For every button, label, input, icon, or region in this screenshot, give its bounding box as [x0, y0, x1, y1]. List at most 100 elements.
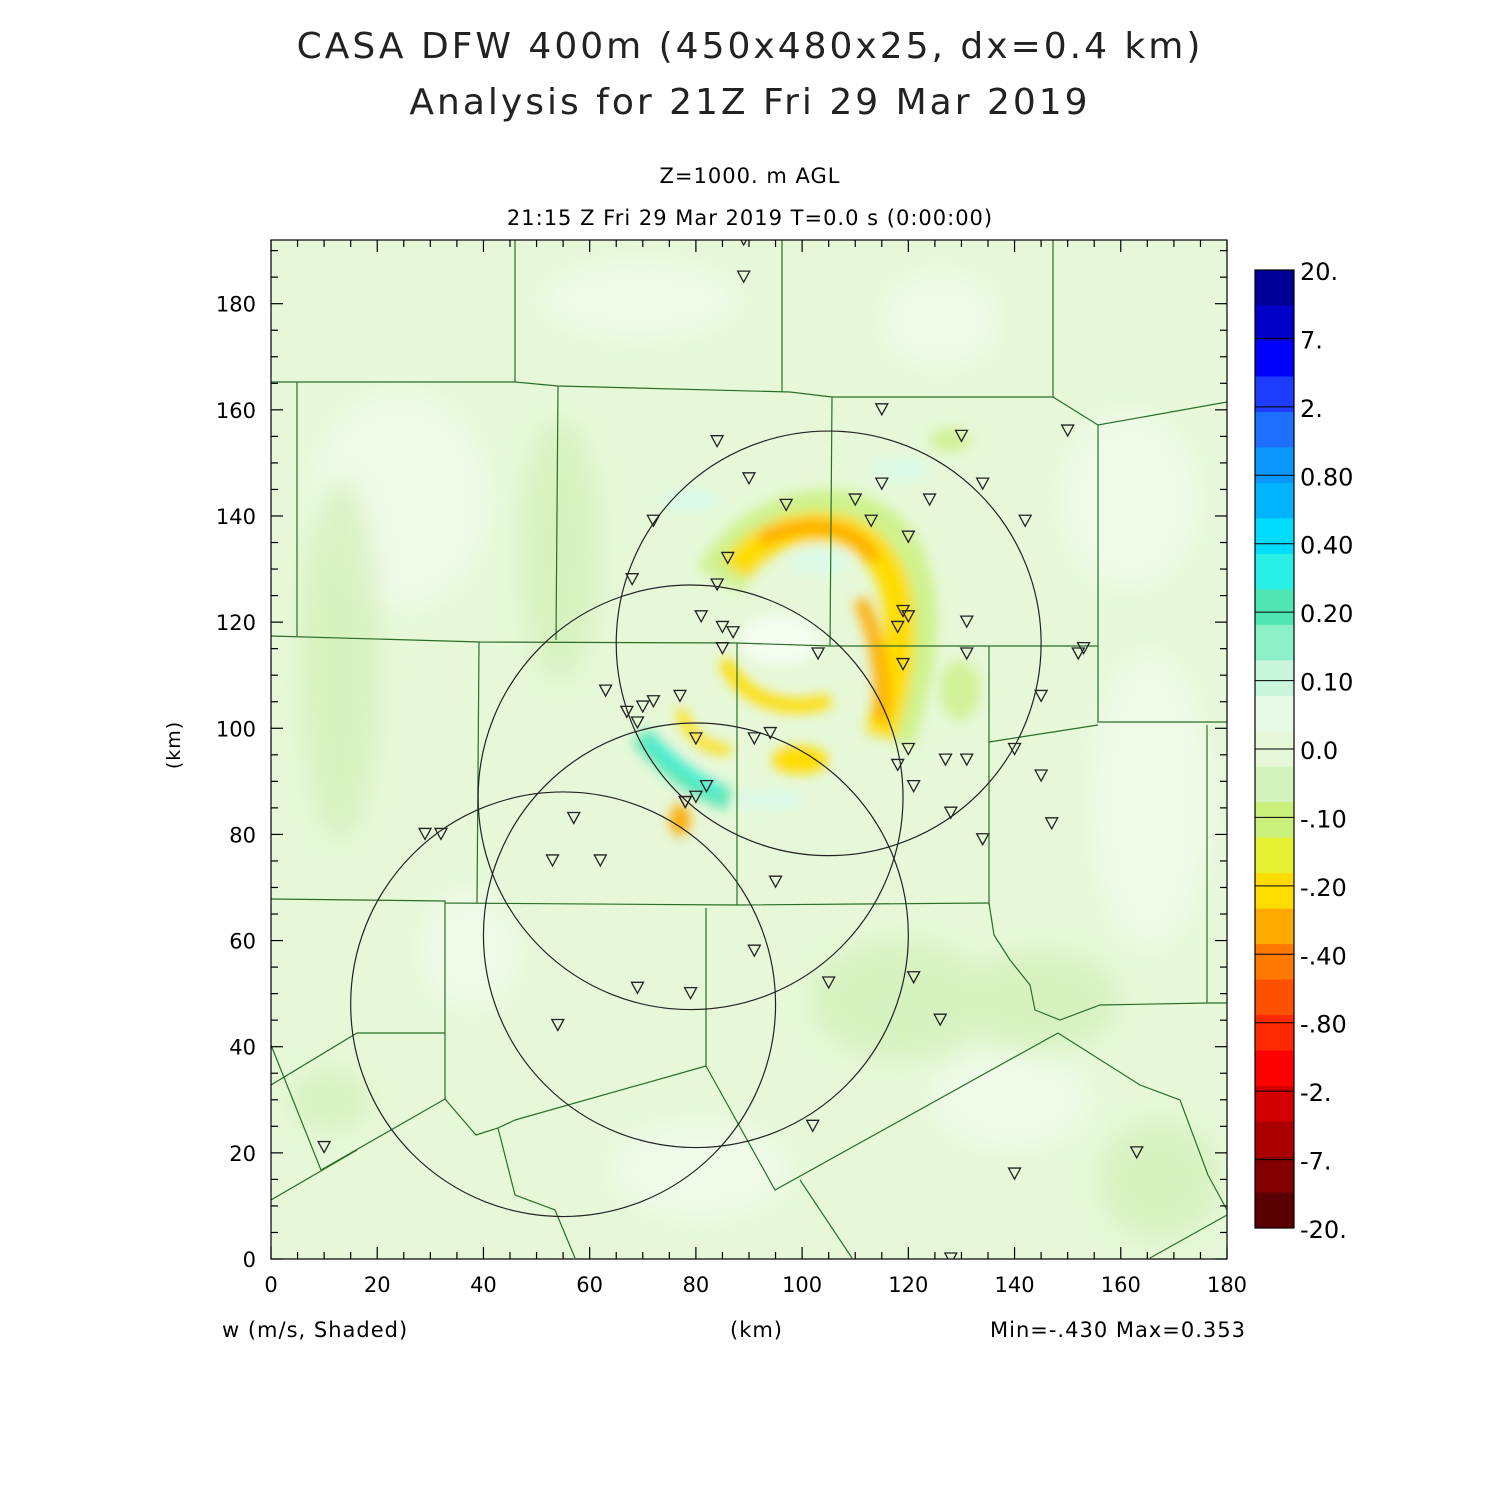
station-marker — [646, 514, 661, 528]
colorbar-swatch — [1255, 660, 1294, 697]
station-marker — [710, 578, 725, 592]
station-markers — [317, 240, 1144, 1259]
station-marker — [906, 971, 921, 985]
x-axis-label: (km) — [730, 1318, 784, 1342]
colorbar-swatch — [1255, 270, 1294, 306]
station-marker — [688, 732, 703, 746]
colorbar-swatch — [1255, 695, 1294, 732]
station-marker — [959, 615, 974, 629]
x-tick-label: 100 — [782, 1273, 822, 1297]
y-tick-label: 0 — [243, 1248, 256, 1272]
y-tick-label: 20 — [229, 1142, 256, 1166]
y-tick-label: 140 — [216, 505, 256, 529]
station-marker — [779, 498, 794, 512]
y-tick-label: 80 — [229, 823, 256, 847]
level-label: Z=1000. m AGL — [659, 164, 841, 188]
station-marker — [433, 827, 449, 841]
colorbar-label: 0.40 — [1300, 532, 1353, 560]
station-marker — [1076, 642, 1091, 656]
colorbar-frame — [1254, 269, 1295, 1229]
station-marker — [678, 795, 693, 809]
colorbar-label: -.20 — [1300, 874, 1347, 902]
station-marker — [694, 610, 709, 624]
radar-ring-1 — [615, 430, 1042, 857]
colorbar-swatch — [1255, 944, 1294, 981]
x-tick-label: 60 — [576, 1273, 603, 1297]
station-marker — [890, 758, 905, 772]
x-tick-label: 40 — [470, 1273, 497, 1297]
station-marker — [625, 573, 640, 587]
x-tick-label: 80 — [683, 1273, 710, 1297]
colorbar-swatch — [1255, 624, 1294, 661]
plot-title-line1: CASA DFW 400m (450x480x25, dx=0.4 km) — [296, 26, 1204, 67]
colorbar-label: -.10 — [1300, 805, 1347, 833]
colorbar-label: -.40 — [1300, 942, 1347, 970]
station-marker — [874, 403, 889, 417]
x-tick-label: 0 — [264, 1273, 277, 1297]
colorbar-label: 2. — [1300, 395, 1323, 423]
axes: 0 20 40 60 80 100 120 140 160 180 0 20 40 60 80 100 120 1… — [216, 240, 1247, 1297]
station-marker — [1060, 424, 1075, 438]
station-marker — [959, 647, 974, 661]
y-tick-label: 100 — [216, 717, 256, 741]
station-marker — [715, 642, 730, 656]
station-marker — [1129, 1146, 1144, 1160]
radar-ring-4 — [350, 791, 777, 1218]
colorbar-label: 0.10 — [1300, 669, 1353, 697]
station-marker — [975, 477, 990, 491]
colorbar-swatch — [1255, 1015, 1294, 1052]
station-marker — [710, 435, 725, 449]
station-marker — [672, 689, 688, 703]
time-label: 21:15 Z Fri 29 Mar 2019 T=0.0 s (0:00:00… — [506, 206, 994, 230]
colorbar-swatch — [1255, 305, 1294, 342]
colorbar: 20. 7. 2. 0.80 0.40 0.20 0.10 0.0 -.10 -.20 -.40 -.… — [1254, 258, 1353, 1244]
station-marker — [938, 753, 953, 767]
shaded-field — [271, 240, 1227, 1259]
station-marker — [959, 753, 974, 767]
colorbar-swatch — [1255, 802, 1294, 839]
station-marker — [683, 986, 698, 1000]
field-label: w (m/s, Shaded) — [222, 1318, 409, 1342]
colorbar-swatch — [1255, 411, 1294, 448]
colorbar-label: 0.80 — [1300, 463, 1353, 491]
colorbar-swatch — [1255, 589, 1294, 626]
station-marker — [805, 1119, 820, 1133]
colorbar-swatch — [1255, 837, 1294, 874]
station-marker — [630, 981, 645, 995]
colorbar-label: 20. — [1300, 258, 1338, 286]
station-marker — [768, 875, 783, 889]
station-marker — [317, 1140, 332, 1154]
radar-ring-2 — [477, 584, 904, 1011]
colorbar-swatch — [1255, 1157, 1294, 1194]
colorbar-label: 0.0 — [1300, 737, 1338, 765]
station-marker — [725, 626, 741, 640]
station-marker — [1034, 689, 1049, 703]
colorbar-label: -2. — [1300, 1079, 1332, 1107]
station-marker — [736, 270, 751, 284]
colorbar-swatch — [1255, 340, 1294, 377]
station-marker — [864, 514, 879, 528]
colorbar-label: 7. — [1300, 326, 1323, 354]
x-tick-label: 160 — [1101, 1273, 1141, 1297]
station-marker — [1071, 647, 1086, 661]
colorbar-label: -20. — [1300, 1216, 1347, 1244]
station-marker — [901, 610, 916, 624]
station-marker — [1018, 514, 1033, 528]
colorbar-label: 0.20 — [1300, 600, 1353, 628]
station-marker — [890, 620, 905, 634]
colorbar-label: -.80 — [1300, 1011, 1347, 1039]
station-marker — [741, 472, 757, 486]
station-marker — [550, 1018, 565, 1032]
station-marker — [699, 780, 714, 794]
station-marker — [874, 477, 889, 491]
station-marker — [417, 827, 433, 841]
station-marker — [810, 647, 826, 661]
colorbar-swatch — [1255, 873, 1294, 910]
station-marker — [720, 551, 735, 565]
county-boundaries — [271, 240, 1227, 1259]
colorbar-swatch — [1255, 482, 1294, 519]
station-marker — [715, 620, 730, 634]
x-tick-label: 120 — [888, 1273, 928, 1297]
station-marker — [545, 854, 560, 868]
station-marker — [975, 833, 990, 847]
